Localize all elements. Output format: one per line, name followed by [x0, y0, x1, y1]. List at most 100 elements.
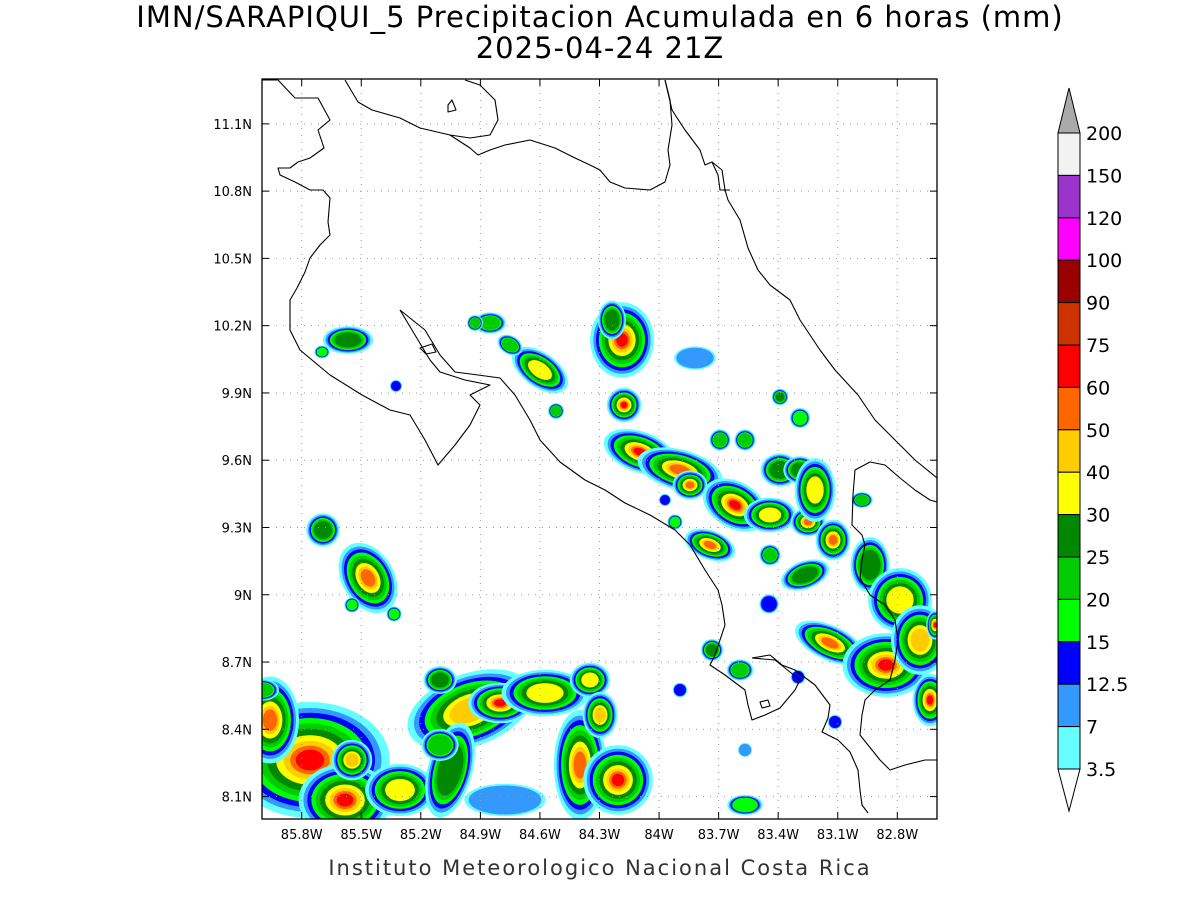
- precip-cell: [780, 559, 830, 591]
- x-tick-label: 85.8W: [281, 828, 323, 843]
- colorbar-level-label: 12.5: [1086, 674, 1128, 696]
- y-tick-label: 9.6N: [222, 454, 252, 469]
- coast-nicoya-gulf: [399, 309, 801, 721]
- precip-cell: [582, 691, 618, 739]
- precip-cell: [306, 513, 340, 547]
- precip-cell: [667, 514, 683, 530]
- coast-panama-north: [854, 461, 937, 503]
- colorbar-bottom-triangle: [1057, 768, 1081, 813]
- precip-cell: [583, 745, 653, 815]
- precip-cell: [891, 605, 937, 675]
- x-tick-label: 85.2W: [400, 828, 442, 843]
- coast-caribbean-north: [344, 79, 673, 191]
- precip-cell: [709, 429, 731, 451]
- border-panama: [851, 469, 937, 771]
- precip-cell: [389, 379, 403, 393]
- coastline: [262, 79, 937, 814]
- x-tick-label: 82.8W: [876, 828, 918, 843]
- precip-cell: [314, 345, 330, 359]
- precip-cell: [790, 669, 806, 685]
- precip-cell: [794, 458, 836, 522]
- coast-osa-golfito: [751, 654, 869, 814]
- colorbar-box: [1057, 514, 1081, 558]
- x-tick-label: 83.1W: [817, 828, 859, 843]
- x-tick-label: 84.9W: [459, 828, 501, 843]
- island-1: [447, 99, 457, 113]
- precip-cell: [759, 594, 779, 614]
- y-tick-label: 9.9N: [222, 387, 252, 402]
- y-tick-label: 10.5N: [213, 252, 252, 267]
- y-tick-label: 8.4N: [222, 723, 252, 738]
- precip-cell: [547, 402, 565, 420]
- precip-cell: [827, 714, 843, 730]
- precip-cell: [322, 326, 374, 354]
- coast-caribbean: [664, 79, 937, 479]
- precip-cell: [344, 597, 360, 613]
- colorbar-box: [1057, 174, 1081, 219]
- precip-cell: [365, 763, 435, 817]
- precip-cell: [512, 346, 568, 394]
- y-tick-label: 10.8N: [213, 185, 252, 200]
- precip-cell: [771, 388, 789, 406]
- colorbar-level-label: 3.5: [1086, 759, 1116, 781]
- precip-cell: [738, 743, 752, 757]
- precip-cell: [789, 407, 811, 429]
- precip-cell: [726, 659, 754, 681]
- coast-north-pacific: [262, 79, 491, 466]
- colorbar-box: [1057, 429, 1081, 473]
- colorbar-level-label: 90: [1086, 293, 1110, 315]
- colorbar-box: [1057, 217, 1081, 261]
- colorbar-box: [1057, 641, 1081, 685]
- precip-cell: [727, 794, 763, 816]
- precip-cell: [338, 542, 398, 614]
- precip-cell: [926, 610, 937, 640]
- precip-cell: [684, 528, 736, 562]
- y-tick-label: 8.7N: [222, 656, 252, 671]
- x-tick-label: 83.7W: [698, 828, 740, 843]
- border-nicaragua: [449, 79, 499, 139]
- map-title: IMN/SARAPIQUI_5 Precipitacion Acumulada …: [136, 0, 1064, 34]
- precip-cell: [815, 519, 851, 561]
- precip-cell: [262, 679, 280, 701]
- y-tick-label: 8.1N: [222, 791, 252, 806]
- colorbar-level-label: 100: [1086, 250, 1122, 272]
- colorbar-box: [1057, 302, 1081, 346]
- precip-cell: [423, 666, 457, 694]
- precip-cell: [598, 300, 626, 340]
- x-tick-label: 83.4W: [757, 828, 799, 843]
- colorbar-level-label: 15: [1086, 632, 1110, 654]
- y-tick-label: 9.3N: [222, 521, 252, 536]
- colorbar-box: [1057, 344, 1081, 388]
- precipitation-field: [262, 300, 937, 819]
- precip-cell: [851, 491, 873, 509]
- credit-line: Instituto Meteorologico Nacional Costa R…: [328, 856, 872, 880]
- colorbar-level-label: 50: [1086, 420, 1110, 442]
- grid-lines: [262, 79, 937, 819]
- precip-cell: [421, 728, 459, 762]
- colorbar-level-label: 30: [1086, 505, 1110, 527]
- colorbar-level-label: 20: [1086, 589, 1110, 611]
- precip-cell: [672, 470, 708, 500]
- colorbar-box: [1057, 683, 1081, 728]
- precip-cell: [466, 314, 484, 332]
- precip-cell: [658, 493, 672, 507]
- precip-cell: [497, 334, 523, 356]
- precip-cell: [464, 783, 546, 817]
- colorbar-level-label: 25: [1086, 547, 1110, 569]
- precip-cell: [700, 638, 724, 662]
- colorbar-box: [1057, 598, 1081, 643]
- precip-cell: [606, 387, 642, 423]
- colorbar-level-label: 7: [1086, 717, 1098, 739]
- x-tick-label: 84.3W: [579, 828, 621, 843]
- precip-cell: [386, 606, 402, 622]
- colorbar-level-label: 120: [1086, 208, 1122, 230]
- precip-cell: [473, 312, 507, 334]
- colorbar-box: [1057, 726, 1081, 770]
- colorbar: 3.5 7 12.5 15 20 25 30 40 50 60 75 90 100 120 150 200: [1057, 87, 1128, 813]
- precip-cell: [912, 673, 937, 727]
- colorbar-level-label: 40: [1086, 462, 1110, 484]
- precip-cell: [501, 669, 589, 717]
- x-tick-label: 84.6W: [519, 828, 561, 843]
- y-tick-label: 9N: [234, 589, 252, 604]
